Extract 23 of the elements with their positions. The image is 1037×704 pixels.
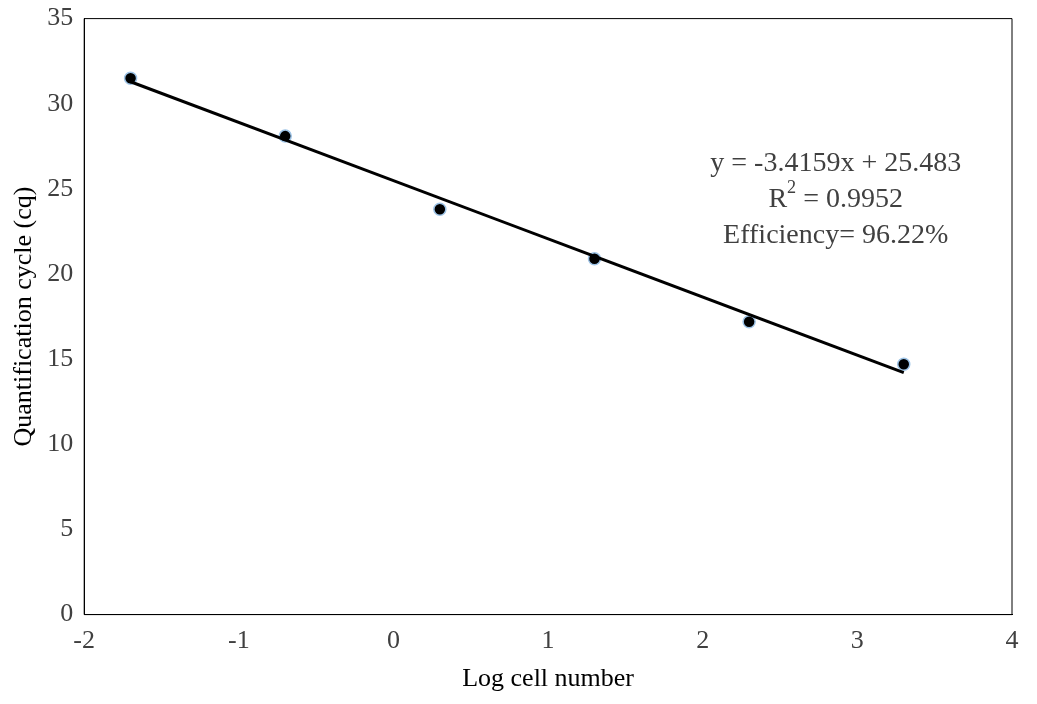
x-tick-label: 0 bbox=[386, 625, 400, 655]
y-tick-label: 10 bbox=[47, 428, 74, 458]
y-tick-label: 25 bbox=[47, 172, 74, 202]
annotation: Efficiency= 96.22% bbox=[723, 217, 949, 249]
point bbox=[433, 202, 447, 217]
y-tick-label: 0 bbox=[60, 598, 74, 628]
x-tick-label: 3 bbox=[850, 625, 864, 655]
point bbox=[123, 71, 138, 85]
point bbox=[897, 357, 911, 372]
y-axis-title: Quantification cycle (cq) bbox=[8, 186, 38, 447]
y-tick-label: 5 bbox=[60, 513, 74, 543]
x-tick-label: 2 bbox=[696, 625, 710, 655]
x-tick-label: -2 bbox=[73, 625, 96, 655]
y-tick-label: 30 bbox=[47, 87, 74, 117]
y-tick-label: 15 bbox=[47, 343, 74, 372]
x-tick-label: -1 bbox=[228, 625, 250, 655]
y-tick-label: 35 bbox=[47, 2, 74, 32]
x-tick-label: 1 bbox=[541, 625, 555, 655]
point bbox=[742, 314, 756, 329]
annotation: y = -3.4159x + 25.483 bbox=[710, 145, 962, 177]
x-axis-title: Log cell number bbox=[462, 663, 635, 693]
y-tick-label: 20 bbox=[47, 257, 74, 287]
x-tick-label: 4 bbox=[1005, 625, 1019, 655]
